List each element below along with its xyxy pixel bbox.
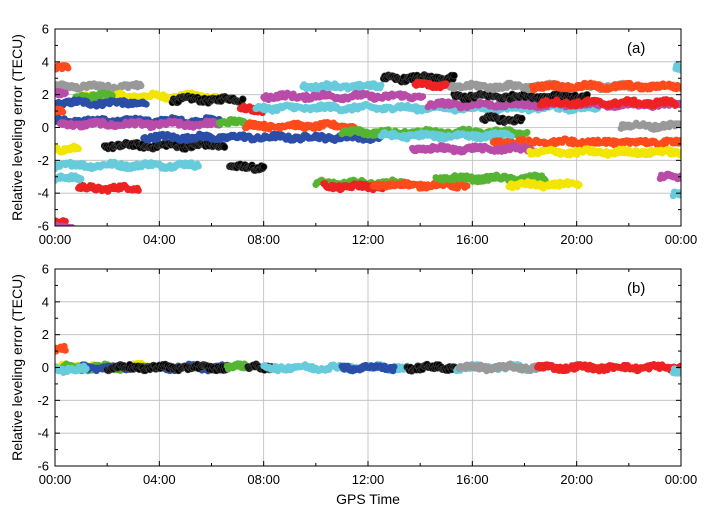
data-arc: [55, 172, 85, 184]
data-point: [135, 187, 142, 194]
data-point: [377, 81, 385, 89]
x-tick-label: 00:00: [665, 232, 698, 247]
data-point: [463, 182, 471, 190]
data-arc: [55, 61, 72, 73]
data-arc: [526, 145, 681, 159]
x-tick-label: 16:00: [456, 232, 489, 247]
x-tick-label: 20:00: [560, 232, 593, 247]
x-tick-label: 12:00: [352, 472, 385, 487]
data-point: [442, 80, 450, 88]
data-arc: [168, 92, 247, 107]
data-arc: [75, 181, 142, 195]
y-tick-label: 4: [42, 294, 49, 309]
data-arc: [55, 342, 69, 355]
y-axis-label: Relative leveling error (TECU): [9, 274, 25, 461]
data-arc: [299, 80, 385, 93]
data-point: [419, 93, 427, 100]
panel-label: (b): [627, 280, 645, 297]
data-point: [64, 64, 72, 72]
x-tick-label: 08:00: [247, 232, 280, 247]
x-tick-label: 04:00: [143, 472, 176, 487]
data-point: [672, 101, 680, 109]
data-arc: [672, 61, 681, 74]
data-point: [75, 145, 82, 153]
x-tick-label: 08:00: [247, 472, 280, 487]
data-arc: [617, 119, 681, 133]
data-point: [220, 143, 229, 151]
y-tick-label: -2: [37, 393, 49, 408]
x-axis-label: GPS Time: [336, 491, 400, 507]
x-tick-label: 04:00: [143, 232, 176, 247]
data-point: [195, 162, 202, 170]
data-arc: [242, 118, 359, 133]
data-point: [59, 108, 67, 116]
data-point: [259, 163, 268, 171]
x-tick-label: 20:00: [560, 472, 593, 487]
data-point: [450, 71, 458, 80]
data-point: [62, 346, 69, 354]
x-tick-label: 16:00: [456, 472, 489, 487]
data-point: [239, 95, 247, 103]
data-points-group: [55, 61, 681, 226]
y-tick-label: 4: [42, 54, 49, 69]
y-tick-label: 6: [42, 22, 49, 37]
data-point: [82, 365, 90, 373]
data-arc: [140, 130, 385, 145]
x-tick-label: 00:00: [39, 472, 72, 487]
x-tick-label: 00:00: [665, 472, 698, 487]
x-tick-label: 00:00: [39, 232, 72, 247]
data-point: [523, 129, 531, 136]
data-arc: [55, 88, 69, 99]
data-arc: [55, 96, 150, 110]
y-tick-label: 0: [42, 120, 49, 135]
data-point: [68, 224, 76, 226]
y-tick-label: -4: [37, 426, 49, 441]
data-arc: [226, 160, 268, 174]
data-point: [518, 114, 526, 123]
data-arc: [534, 361, 681, 375]
data-point: [62, 89, 69, 97]
data-arc: [260, 89, 427, 104]
data-point: [137, 82, 145, 90]
x-tick-label: 12:00: [352, 232, 385, 247]
data-arc: [479, 112, 526, 126]
data-point: [390, 363, 398, 371]
y-tick-label: 6: [42, 262, 49, 277]
y-axis-label: Relative leveling error (TECU): [9, 34, 25, 221]
panel-label: (a): [627, 40, 645, 57]
y-tick-label: -2: [37, 153, 49, 168]
data-arc: [669, 188, 681, 200]
y-tick-label: 0: [42, 360, 49, 375]
data-arc: [403, 360, 461, 375]
data-arc: [55, 142, 82, 156]
data-point: [142, 100, 150, 108]
data-arc: [55, 158, 202, 173]
data-point: [575, 181, 583, 189]
y-tick-label: 2: [42, 87, 49, 102]
data-point: [77, 175, 85, 183]
y-tick-label: 2: [42, 327, 49, 342]
y-tick-label: -4: [37, 186, 49, 201]
